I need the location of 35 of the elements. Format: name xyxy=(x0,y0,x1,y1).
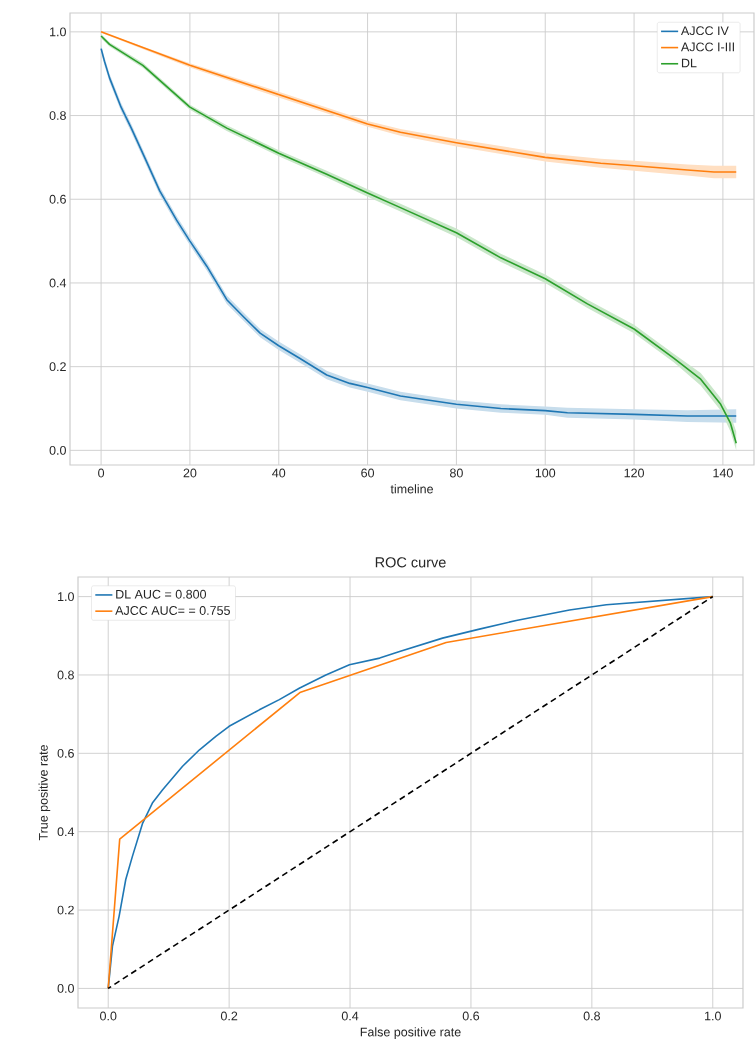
legend-label: AJCC IV xyxy=(680,26,729,36)
x-tick-label: 40 xyxy=(272,468,286,478)
legend-label: AJCC AUC= = 0.755 xyxy=(115,606,230,615)
legend-label: DL AUC = 0.800 xyxy=(116,589,207,599)
legend-label: AJCC I-III xyxy=(680,42,734,52)
chart-title: ROC curve xyxy=(375,557,446,568)
y-tick-label: 0.6 xyxy=(57,748,74,758)
y-tick-label: 0.4 xyxy=(49,278,67,288)
x-tick-label: 100 xyxy=(535,468,556,478)
x-tick-label: 0.2 xyxy=(220,1011,238,1021)
y-tick-label: 0.2 xyxy=(49,362,66,372)
y-tick-label: 0.2 xyxy=(57,905,74,915)
y-tick-label: 0.0 xyxy=(49,445,66,455)
y-tick-label: 0.4 xyxy=(57,827,75,837)
y-axis-title: True positive rate xyxy=(38,745,51,841)
x-tick-label: 20 xyxy=(183,468,197,478)
y-tick-label: 0.6 xyxy=(49,194,66,204)
x-tick-label: 0.4 xyxy=(341,1011,359,1021)
y-tick-label: 0.8 xyxy=(49,111,66,120)
x-tick-label: 0.0 xyxy=(100,1011,117,1021)
x-axis-title: False positive rate xyxy=(360,1027,461,1039)
legend-label: DL xyxy=(681,58,697,68)
x-tick-label: 0.8 xyxy=(583,1011,601,1021)
x-tick-label: 0.6 xyxy=(462,1011,480,1021)
x-tick-label: 1.0 xyxy=(705,1011,721,1021)
x-tick-label: 80 xyxy=(450,468,463,478)
y-tick-label: 0.8 xyxy=(57,670,74,680)
x-axis-title: timeline xyxy=(390,484,433,494)
x-tick-label: 120 xyxy=(624,468,645,478)
y-tick-label: 0.0 xyxy=(57,984,74,993)
x-tick-label: 60 xyxy=(361,468,375,478)
x-tick-label: 0 xyxy=(98,468,105,478)
y-tick-label: 1.0 xyxy=(50,27,66,37)
y-tick-label: 1.0 xyxy=(58,592,74,602)
x-tick-label: 140 xyxy=(713,468,733,478)
